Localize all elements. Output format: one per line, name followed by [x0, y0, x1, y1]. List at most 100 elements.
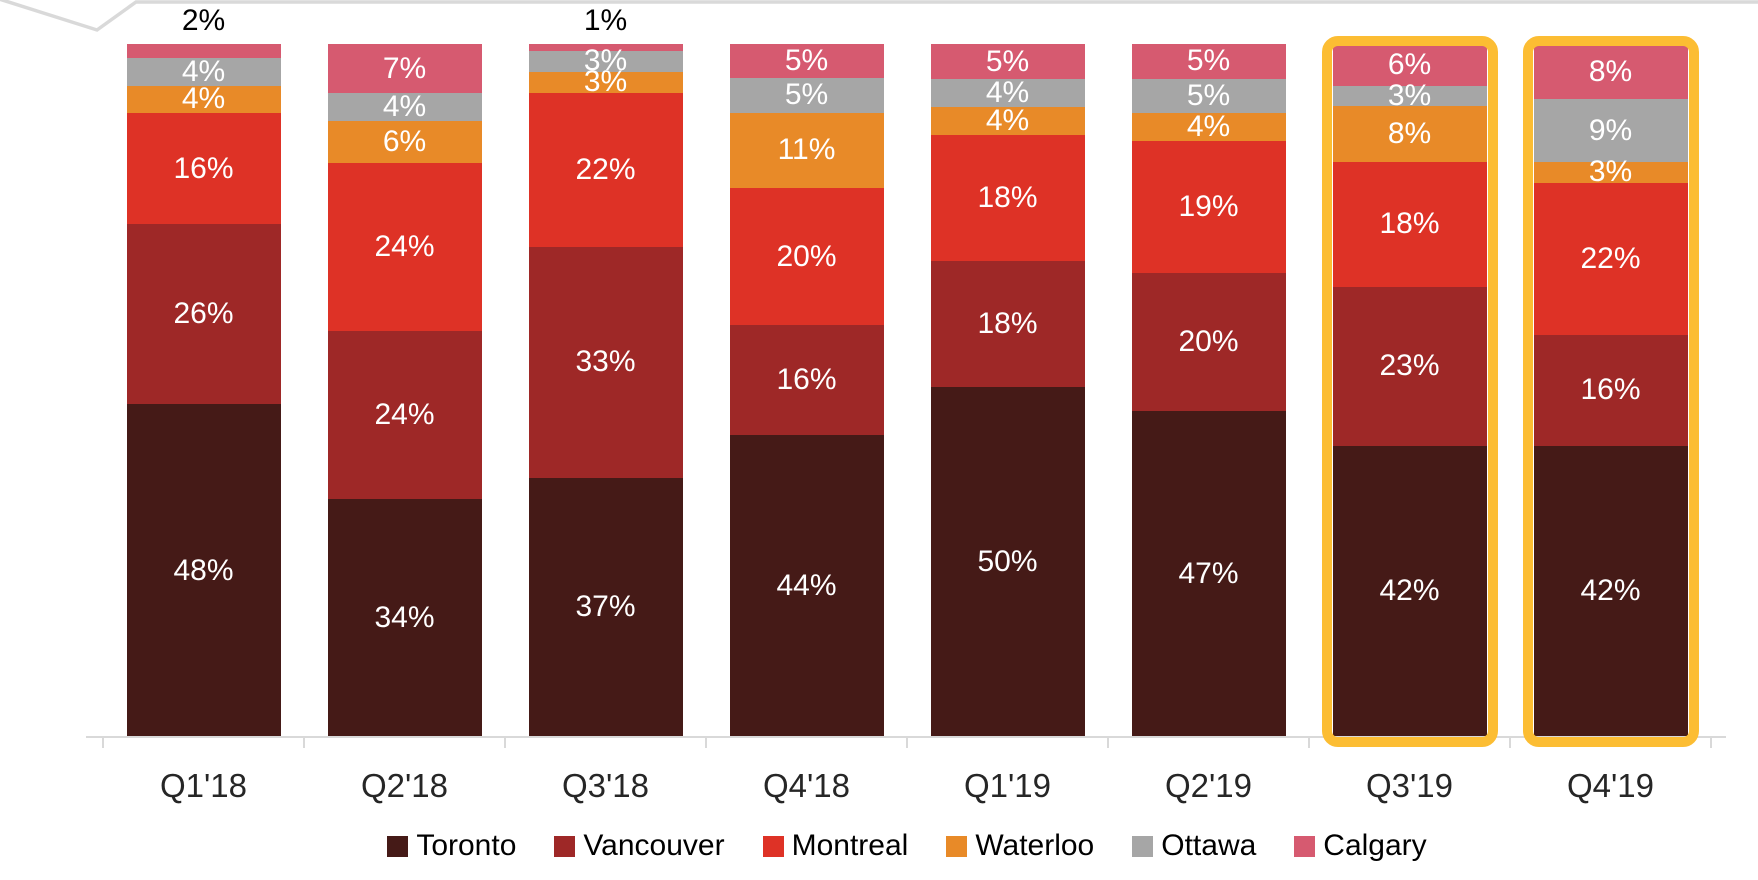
segment-label: 34%	[374, 600, 435, 634]
segment-label: 3%	[583, 44, 628, 78]
legend-item-calgary: Calgary	[1294, 831, 1427, 861]
bar-wrap: 5% 5% 11% 20% 16% 44%	[729, 44, 884, 737]
bar-segment-waterloo: 3%	[1533, 157, 1688, 187]
x-axis-label: Q1'18	[159, 767, 248, 804]
bar-segment-montreal: 18%	[930, 134, 1085, 261]
bar-segment-calgary: 5%	[930, 44, 1085, 79]
bar-segment-toronto: 48%	[126, 404, 281, 737]
bar-outside-label: 1%	[583, 4, 628, 37]
bar-column-q2-19: 5% 5% 4% 19% 20% 47%	[1108, 44, 1309, 737]
x-axis-label: Q2'19	[1164, 767, 1253, 804]
axis-tick	[1710, 738, 1712, 748]
segment-label: 8%	[1387, 117, 1432, 151]
bar-segment-toronto: 44%	[729, 435, 884, 737]
bar-segment-ottawa: 3%	[528, 46, 683, 76]
segment-label: 19%	[1178, 189, 1239, 223]
bar-wrap: 5% 4% 4% 18% 18% 50%	[930, 44, 1085, 737]
segment-label: 24%	[374, 229, 435, 263]
segment-label: 22%	[1580, 241, 1641, 275]
bar-segment-ottawa: 3%	[1332, 80, 1487, 110]
segment-label: 3%	[1588, 155, 1633, 189]
segment-label: 16%	[1580, 373, 1641, 407]
segment-label: 7%	[382, 51, 427, 85]
bar-wrap: 8% 9% 3% 22% 16% 42%	[1522, 36, 1699, 747]
bar-segment-vancouver: 24%	[327, 330, 482, 499]
bar-segment-montreal: 22%	[528, 92, 683, 247]
bar-column-q4-18: 5% 5% 11% 20% 16% 44%	[706, 44, 907, 737]
bar-segment-waterloo: 11%	[729, 112, 884, 189]
bar-segment-montreal: 24%	[327, 162, 482, 331]
bar-segment-ottawa: 4%	[327, 90, 482, 123]
segment-label: 42%	[1580, 574, 1641, 608]
axis-tick	[504, 738, 506, 748]
stacked-bar: 8% 9% 3% 22% 16% 42%	[1533, 44, 1688, 737]
bar-segment-vancouver: 33%	[528, 246, 683, 478]
segment-label: 4%	[985, 76, 1030, 109]
segment-label: 5%	[985, 44, 1030, 78]
segment-label: 3%	[583, 65, 628, 99]
legend: Toronto Vancouver Montreal Waterloo Ottawa Ca…	[103, 831, 1711, 861]
bar-segment-waterloo: 4%	[126, 82, 281, 116]
stacked-bar: 6% 3% 8% 18% 23% 42%	[1332, 44, 1487, 737]
legend-swatch-icon	[1132, 835, 1154, 857]
bar-column-q1-18: 4% 4% 16% 26% 48% 2%	[103, 4, 304, 737]
bar-segment-toronto: 42%	[1533, 445, 1688, 737]
axis-tick	[1308, 738, 1310, 748]
segment-label: 33%	[575, 345, 636, 379]
segment-label: 18%	[977, 306, 1038, 340]
stacked-bar: 5% 5% 4% 19% 20% 47%	[1131, 44, 1286, 737]
segment-label: 8%	[1588, 54, 1633, 88]
segment-label: 6%	[1387, 47, 1432, 81]
legend-item-toronto: Toronto	[387, 831, 516, 861]
legend-swatch-icon	[946, 835, 968, 857]
bar-segment-montreal: 22%	[1533, 182, 1688, 336]
bar-segment-calgary: 5%	[1131, 44, 1286, 79]
segment-label: 11%	[777, 133, 836, 167]
axis-tick	[102, 738, 104, 748]
bar-segment-montreal: 20%	[729, 188, 884, 326]
legend-item-montreal: Montreal	[762, 831, 908, 861]
segment-label: 18%	[1379, 207, 1440, 241]
segment-label: 50%	[977, 544, 1038, 578]
segment-label: 4%	[985, 103, 1030, 137]
legend-label: Ottawa	[1161, 829, 1257, 862]
segment-label: 6%	[382, 124, 427, 158]
stacked-bar: 5% 5% 11% 20% 16% 44%	[729, 44, 884, 737]
segment-label: 48%	[173, 553, 234, 587]
stacked-bar-chart: 4% 4% 16% 26% 48% 2% 7% 4% 6% 24% 24% 34% 3% 3% 22% 33%…	[103, 4, 1711, 747]
x-axis-labels: Q1'18 Q2'18 Q3'18 Q4'18 Q1'19 Q2'19 Q3'19 Q4'19	[103, 766, 1711, 806]
bar-segment-waterloo: 4%	[930, 103, 1085, 137]
bar-segment-calgary: 8%	[1533, 44, 1688, 100]
segment-label: 4%	[181, 82, 226, 116]
stacked-bar: 3% 3% 22% 33% 37%	[528, 44, 683, 737]
segment-label: 5%	[784, 44, 829, 78]
legend-swatch-icon	[1294, 835, 1316, 857]
bar-segment-calgary: 6%	[1332, 44, 1487, 86]
bar-segment-toronto: 47%	[1131, 411, 1286, 737]
bar-segment-vancouver: 23%	[1332, 286, 1487, 446]
bar-segment-montreal: 18%	[1332, 161, 1487, 287]
x-axis-label: Q1'19	[963, 767, 1052, 804]
bar-segment-calgary: 7%	[327, 44, 482, 93]
segment-label: 4%	[382, 90, 427, 123]
x-axis-label: Q2'18	[360, 767, 449, 804]
bar-wrap: 4% 4% 16% 26% 48% 2%	[126, 4, 281, 737]
bar-segment-toronto: 34%	[327, 498, 482, 737]
x-axis-label: Q4'19	[1566, 767, 1655, 804]
bar-segment-toronto: 37%	[528, 477, 683, 737]
bar-wrap: 6% 3% 8% 18% 23% 42%	[1321, 36, 1498, 747]
x-axis-label: Q3'19	[1365, 767, 1454, 804]
segment-label: 5%	[784, 78, 829, 112]
stacked-bar: 7% 4% 6% 24% 24% 34%	[327, 44, 482, 737]
bar-segment-ottawa: 9%	[1533, 99, 1688, 162]
segment-label: 26%	[173, 297, 234, 331]
bar-segment-ottawa: 4%	[930, 76, 1085, 109]
bar-segment-ottawa: 4%	[126, 56, 281, 86]
legend-swatch-icon	[762, 835, 784, 857]
bar-segment-vancouver: 16%	[1533, 335, 1688, 446]
stacked-bar: 5% 4% 4% 18% 18% 50%	[930, 44, 1085, 737]
legend-swatch-icon	[554, 835, 576, 857]
segment-label: 37%	[575, 590, 636, 624]
bar-segment-montreal: 19%	[1131, 141, 1286, 273]
legend-item-ottawa: Ottawa	[1132, 831, 1256, 861]
